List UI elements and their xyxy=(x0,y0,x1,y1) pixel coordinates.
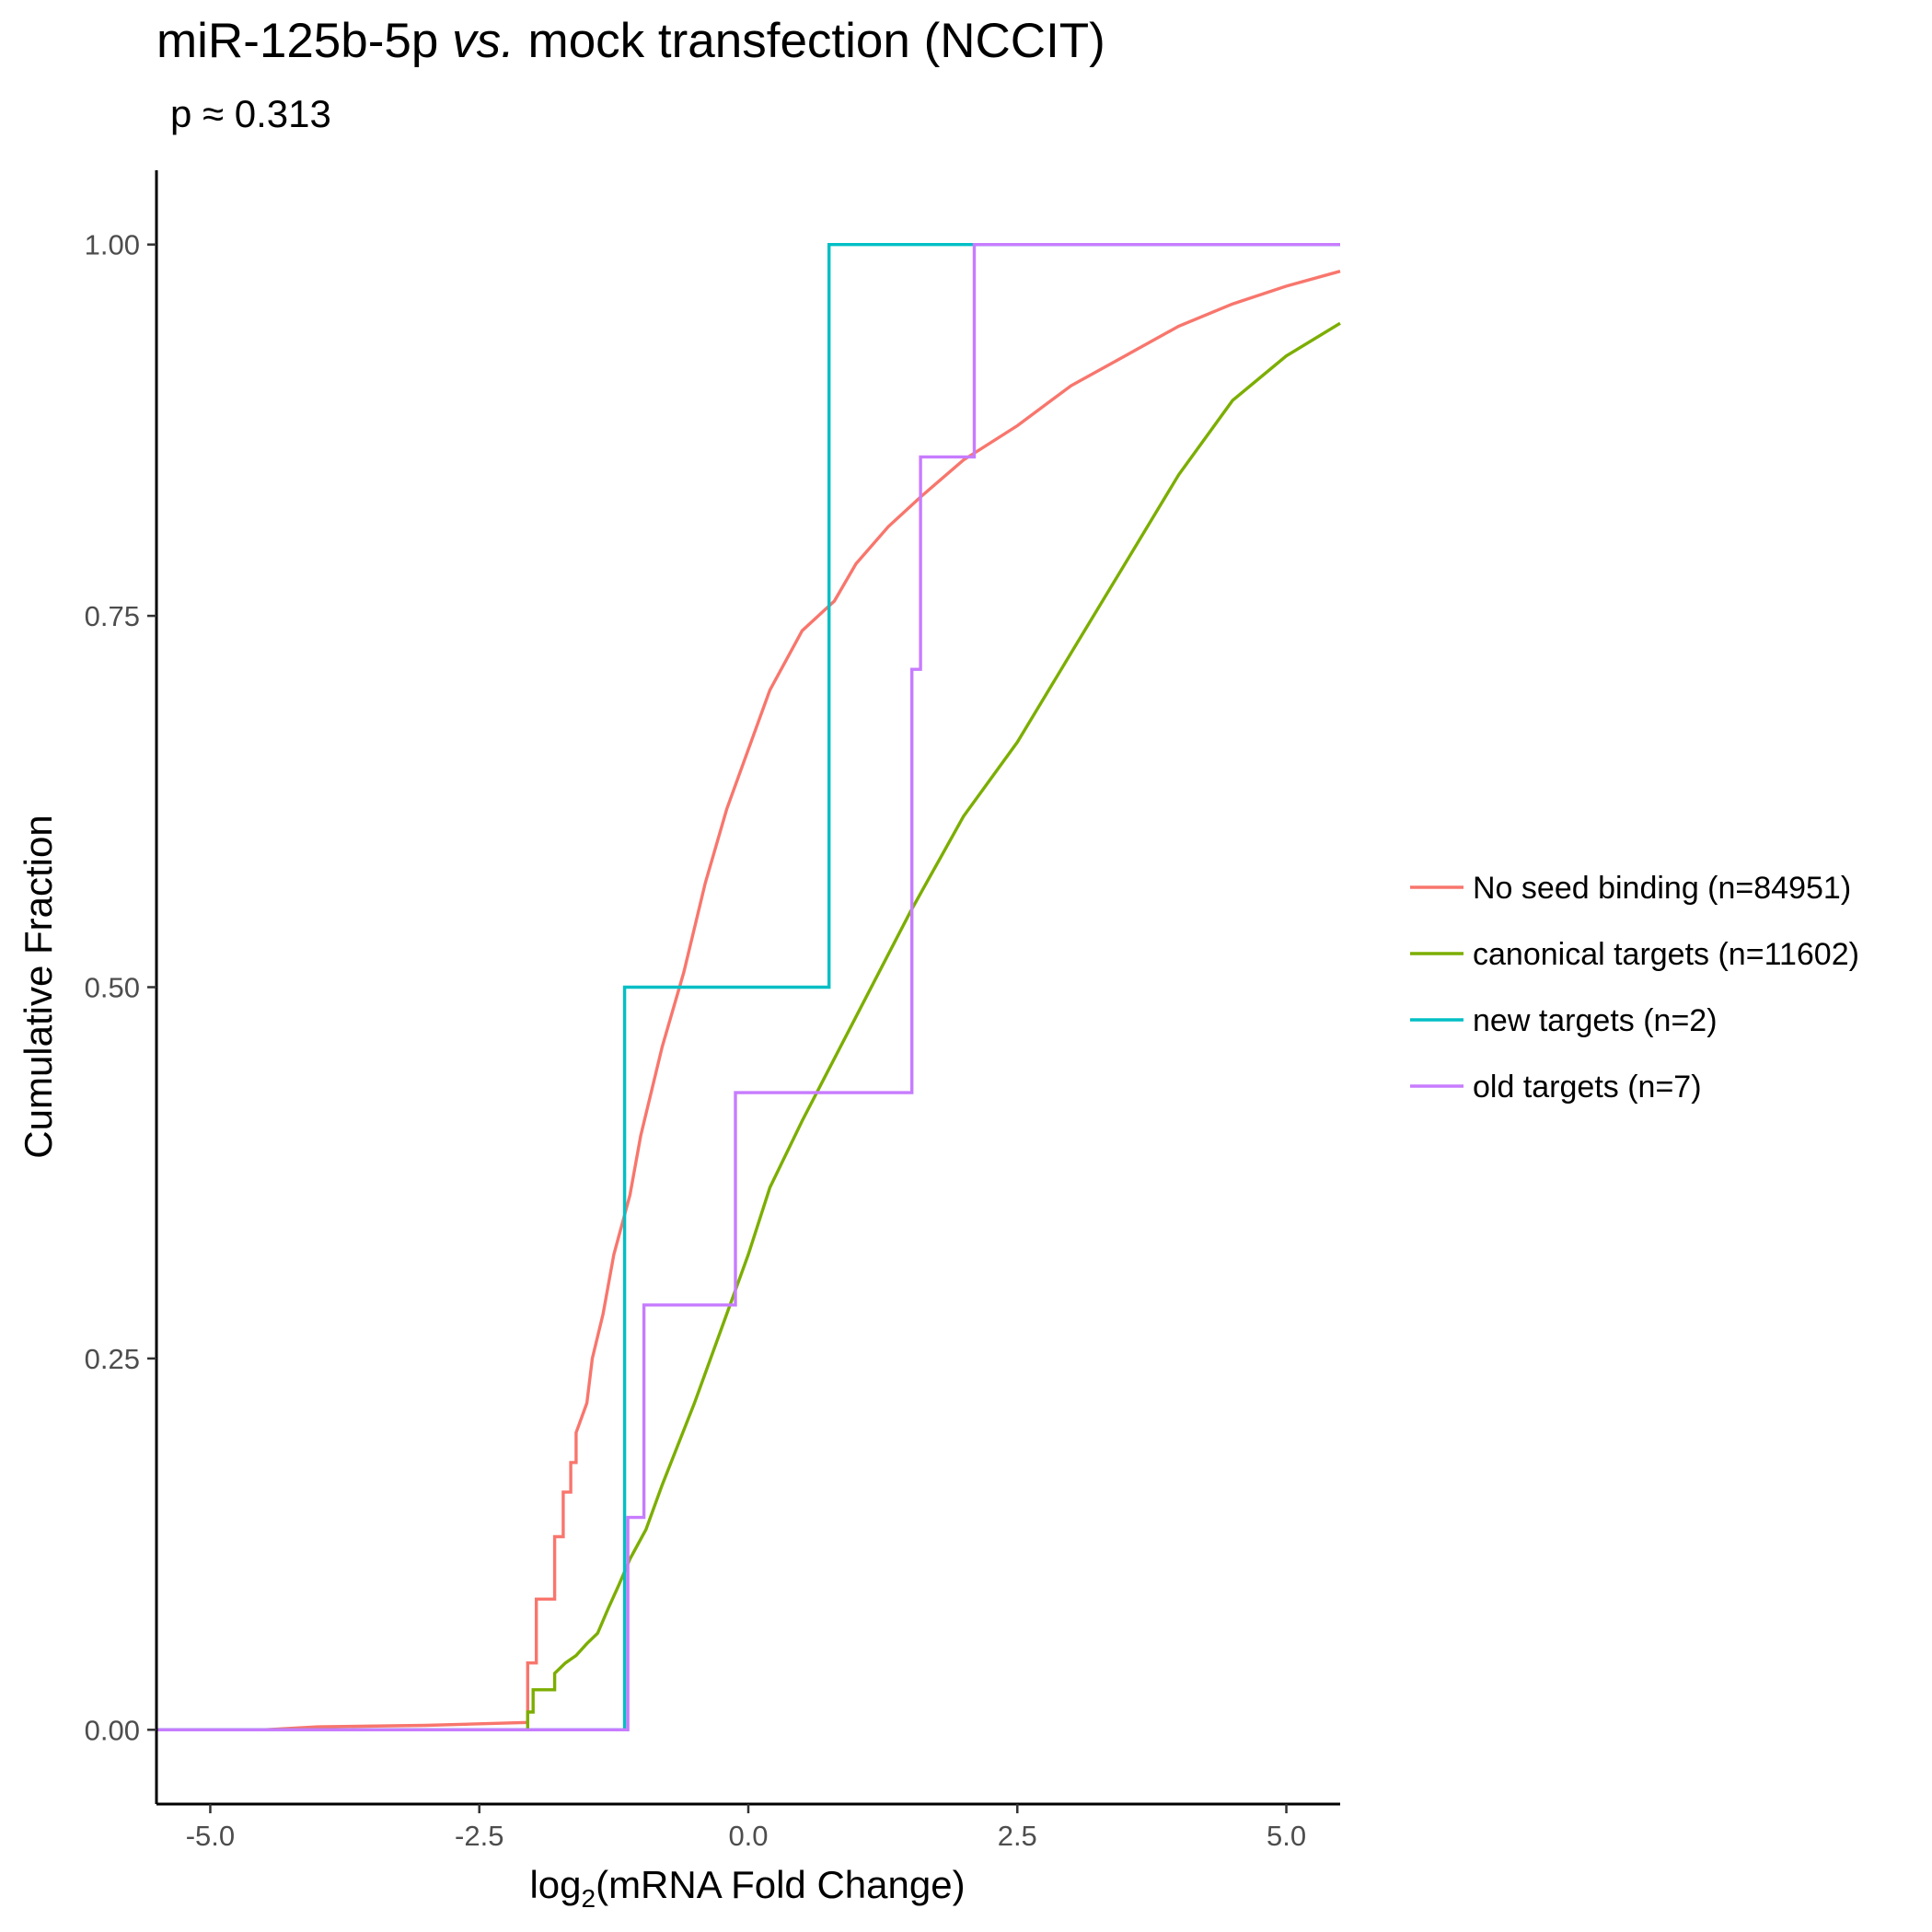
legend-item: old targets (n=7) xyxy=(1410,1070,1702,1105)
y-tick-label: 1.00 xyxy=(85,229,140,261)
series-line-3 xyxy=(156,243,1340,1731)
series-line-4 xyxy=(156,243,1340,1731)
x-ticks: -5.0 -2.5 0.0 2.5 5.0 xyxy=(186,1804,1306,1852)
legend-item: No seed binding (n=84951) xyxy=(1410,871,1851,906)
y-tick-label: 0.75 xyxy=(85,600,140,632)
y-axis-title: Cumulative Fraction xyxy=(17,815,60,1158)
y-tick-label: 0.25 xyxy=(85,1343,140,1375)
legend-item: canonical targets (n=11602) xyxy=(1410,937,1859,972)
series-layer xyxy=(156,243,1341,1731)
chart-subtitle: p ≈ 0.313 xyxy=(170,92,331,135)
x-tick-label: 2.5 xyxy=(998,1820,1037,1852)
y-tick-label: 0.00 xyxy=(85,1714,140,1746)
legend-item: new targets (n=2) xyxy=(1410,1003,1718,1038)
x-axis-title: log2(mRNA Fold Change) xyxy=(529,1863,965,1913)
legend-label: new targets (n=2) xyxy=(1473,1003,1718,1038)
chart-title: miR-125b-5p vs. mock transfection (NCCIT… xyxy=(156,14,1105,68)
y-ticks: 0.00 0.25 0.50 0.75 1.00 xyxy=(85,229,156,1746)
series-line-2 xyxy=(156,321,1341,1731)
legend-label: canonical targets (n=11602) xyxy=(1473,937,1859,972)
legend: No seed binding (n=84951) canonical targe… xyxy=(1410,871,1859,1105)
legend-label: No seed binding (n=84951) xyxy=(1473,871,1851,906)
legend-label: old targets (n=7) xyxy=(1473,1070,1702,1105)
series-line-1 xyxy=(156,270,1341,1731)
x-tick-label: 0.0 xyxy=(728,1820,768,1852)
y-tick-label: 0.50 xyxy=(85,972,140,1004)
x-tick-label: -2.5 xyxy=(455,1820,503,1852)
x-tick-label: -5.0 xyxy=(186,1820,235,1852)
x-tick-label: 5.0 xyxy=(1267,1820,1306,1852)
plot-area: 0.00 0.25 0.50 0.75 1.00 -5.0 -2.5 0.0 2.5 5.0 xyxy=(85,170,1341,1852)
